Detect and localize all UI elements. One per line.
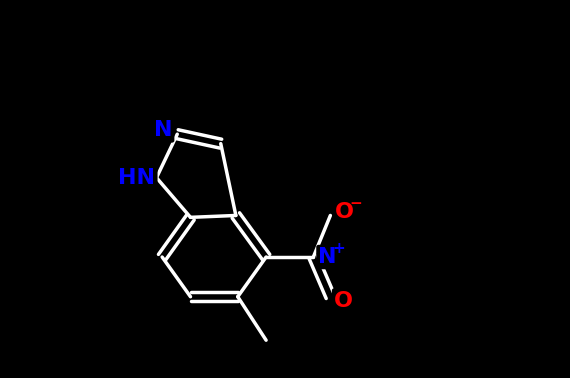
Text: +: + — [333, 241, 345, 256]
Text: N: N — [319, 247, 337, 267]
Text: HN: HN — [119, 168, 155, 187]
Text: N: N — [154, 121, 172, 140]
Text: O: O — [335, 202, 354, 222]
Text: −: − — [349, 196, 363, 211]
Text: O: O — [334, 291, 353, 310]
